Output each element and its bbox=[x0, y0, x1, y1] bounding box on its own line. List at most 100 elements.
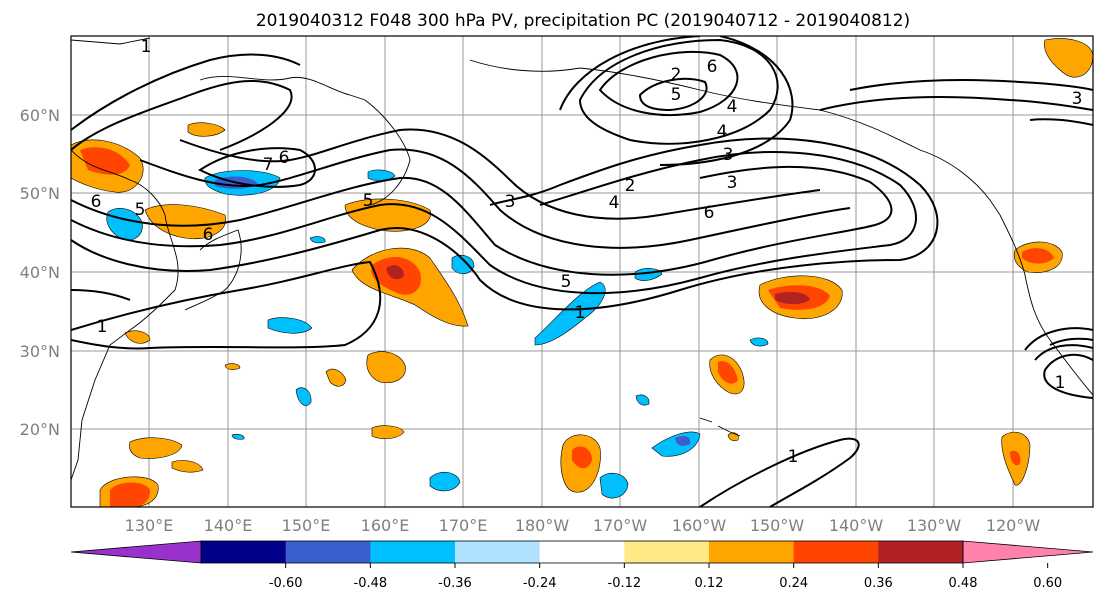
pv-contour-13 bbox=[71, 53, 301, 131]
colorbar-tick-label: 0.36 bbox=[864, 576, 893, 591]
contour-label: 2 bbox=[625, 176, 636, 196]
colorbar-segment bbox=[455, 541, 541, 563]
contour-label: 6 bbox=[91, 192, 102, 212]
precip-blob-alaska bbox=[1044, 38, 1093, 78]
colorbar-tick-label: -0.60 bbox=[269, 576, 303, 591]
lon-tick-label: 150°E bbox=[282, 516, 331, 535]
pv-contour-6 bbox=[179, 128, 821, 220]
lon-tick-label: 130°E bbox=[125, 516, 174, 535]
coastline-hawaii bbox=[699, 417, 741, 437]
contour-label: 1 bbox=[141, 37, 152, 57]
coastline-kamchatka bbox=[364, 99, 411, 206]
contour-label: 3 bbox=[723, 145, 734, 165]
colorbar: -0.60 -0.48 -0.36 -0.24 -0.12 0.12 0.24 0.36 0.4… bbox=[70, 540, 1094, 591]
coastlines bbox=[71, 37, 1093, 481]
colorbar-tick-label: 0.12 bbox=[695, 576, 724, 591]
lat-tick-label: 20°N bbox=[20, 420, 60, 439]
contour-label: 4 bbox=[717, 122, 728, 142]
pv-contour-3 bbox=[71, 151, 917, 295]
precip-neg-blob-small-5 bbox=[749, 337, 769, 347]
colorbar-extend-low bbox=[70, 540, 202, 564]
lon-tick-label: 170°E bbox=[439, 516, 488, 535]
precip-core-west-pacific bbox=[80, 147, 130, 175]
map-panel: 1 2 3 4 5 6 7 6 5 3 2 4 3 6 5 1 6 4 1 5 … bbox=[70, 35, 1094, 508]
map-frame bbox=[70, 35, 1094, 508]
lat-tick-label: 50°N bbox=[20, 184, 60, 203]
pv-contour-15 bbox=[849, 79, 1093, 91]
pv-contour-16 bbox=[1029, 118, 1093, 126]
contour-label: 1 bbox=[788, 447, 799, 467]
colorbar-segment bbox=[370, 541, 456, 563]
colorbar-tick-label: -0.36 bbox=[438, 576, 472, 591]
pv-contour-12 bbox=[71, 80, 293, 151]
pv-contours bbox=[71, 36, 1093, 507]
pv-contour-10 bbox=[559, 36, 794, 166]
lon-tick-label: 150°W bbox=[750, 516, 805, 535]
colorbar-segment bbox=[878, 541, 964, 563]
precip-core-mexico bbox=[1010, 450, 1021, 466]
lon-tick-label: 140°W bbox=[829, 516, 884, 535]
precip-core-california bbox=[1022, 248, 1054, 264]
colorbar-segment bbox=[201, 541, 287, 563]
precip-blob-southwest bbox=[129, 437, 183, 459]
lon-tick-label: 120°W bbox=[986, 516, 1041, 535]
precip-neg-blob-small-7 bbox=[635, 394, 650, 406]
contour-label: 4 bbox=[727, 97, 738, 117]
contour-labels: 1 2 3 4 5 6 7 6 5 3 2 4 3 6 5 1 6 4 1 5 … bbox=[91, 37, 1083, 467]
precip-blob-japan bbox=[144, 204, 227, 240]
pv-contour-14 bbox=[819, 96, 1093, 111]
contour-label: 3 bbox=[727, 173, 738, 193]
precip-neg-core-south-3 bbox=[675, 436, 691, 446]
pv-contour-4 bbox=[71, 165, 893, 276]
precip-core-midpacific bbox=[572, 446, 592, 469]
lon-tick-label: 130°W bbox=[907, 516, 962, 535]
precip-core-southeast bbox=[718, 361, 738, 384]
precip-blob-tiny-1 bbox=[124, 330, 151, 344]
colorbar-frame bbox=[200, 540, 964, 564]
colorbar-tick-label: 0.60 bbox=[1033, 576, 1062, 591]
contour-label: 1 bbox=[575, 303, 586, 323]
chart-title: 2019040312 F048 300 hPa PV, precipitatio… bbox=[256, 11, 910, 31]
contour-label: 6 bbox=[704, 203, 715, 223]
precip-core2-hawaii-ne bbox=[775, 292, 810, 305]
lat-tick-label: 40°N bbox=[20, 263, 60, 282]
lon-tick-label: 170°W bbox=[593, 516, 648, 535]
colorbar-tick-label: 0.48 bbox=[949, 576, 978, 591]
precip-core2-central bbox=[386, 265, 404, 280]
contour-label: 1 bbox=[97, 317, 108, 337]
coastline-alaska bbox=[469, 59, 1001, 216]
colorbar-tick-label: 0.24 bbox=[779, 576, 808, 591]
pv-contour-7 bbox=[198, 147, 316, 188]
precip-neg-blob-small-1 bbox=[451, 254, 475, 275]
precip-neg-blob-south-2 bbox=[599, 472, 629, 499]
precip-blob-southwest-2 bbox=[171, 460, 204, 473]
precip-neg-blob-aleutian bbox=[367, 169, 396, 182]
precip-neg-blob-small-6 bbox=[309, 236, 326, 244]
precip-core-sw-corner bbox=[110, 482, 150, 507]
lon-tick-label: 160°E bbox=[361, 516, 410, 535]
contour-label: 4 bbox=[609, 193, 620, 213]
colorbar-segment bbox=[624, 541, 710, 563]
colorbar-segment bbox=[539, 541, 625, 563]
precip-blob-south-2 bbox=[371, 425, 405, 439]
colorbar-segment bbox=[793, 541, 879, 563]
colorbar-tick-label: -0.24 bbox=[523, 576, 557, 591]
precip-neg-blob-small-3 bbox=[267, 317, 313, 334]
precip-neg-blob-small-4 bbox=[295, 387, 312, 406]
contour-label: 6 bbox=[203, 225, 214, 245]
longitude-tick-labels: 130°E 140°E 150°E 160°E 170°E 180°W 170°W 160°W… bbox=[125, 516, 1041, 535]
contour-label: 5 bbox=[135, 200, 146, 220]
lat-tick-label: 30°N bbox=[20, 342, 60, 361]
lat-tick-label: 60°N bbox=[20, 106, 60, 125]
contour-label: 5 bbox=[561, 272, 572, 292]
colorbar-segment bbox=[709, 541, 795, 563]
pv-contour-18 bbox=[1034, 337, 1093, 361]
lon-tick-label: 160°W bbox=[672, 516, 727, 535]
precip-neg-blob-south-1 bbox=[429, 471, 461, 492]
coastline-japan bbox=[184, 229, 242, 311]
pv-contour-11 bbox=[638, 77, 708, 112]
contour-label: 6 bbox=[279, 148, 290, 168]
coastline-north-america bbox=[999, 214, 1093, 396]
lon-tick-label: 140°E bbox=[204, 516, 253, 535]
